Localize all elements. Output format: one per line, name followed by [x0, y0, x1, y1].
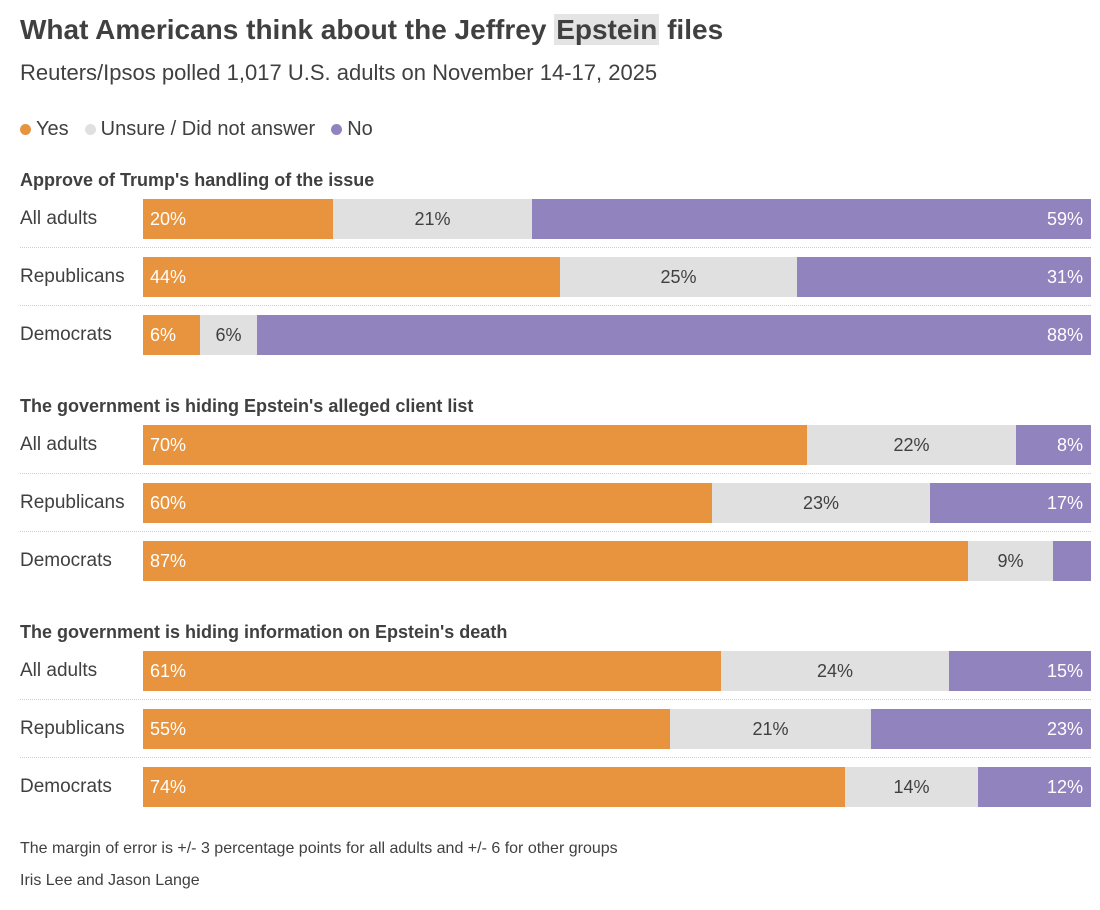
data-label: 6%	[150, 325, 177, 345]
bar-segment-yes: 61%	[143, 651, 721, 691]
bar-segment-yes: 74%	[143, 767, 845, 807]
legend: Yes Unsure / Did not answer No	[20, 118, 389, 141]
stacked-bar: 70% 22% 8%	[143, 425, 1091, 465]
legend-dot-no	[331, 124, 343, 135]
data-label: 60%	[150, 493, 187, 513]
row-label: Republicans	[20, 718, 125, 739]
group-title: Approve of Trump's handling of the issue	[20, 170, 375, 190]
bar-segment-yes: 87%	[143, 541, 968, 581]
bar-segment-yes: 70%	[143, 425, 807, 465]
stacked-bar: 55% 21% 23%	[143, 709, 1091, 749]
row-separator	[20, 473, 1091, 474]
row-label: All adults	[20, 208, 98, 229]
bar-segment-no: 12%	[978, 767, 1091, 807]
title-before: What Americans think about the Jeffrey	[20, 14, 555, 45]
title-after: files	[659, 14, 724, 45]
data-label: 22%	[893, 435, 930, 455]
data-label: 23%	[802, 493, 840, 513]
stacked-bar: 60% 23% 17%	[143, 483, 1091, 523]
data-label: 25%	[660, 267, 697, 287]
bar-segment-no: 8%	[1016, 425, 1091, 465]
bar-segment-unsure: 23%	[712, 483, 930, 523]
data-label: 21%	[752, 719, 789, 739]
row-label: Republicans	[20, 266, 125, 287]
credit: Iris Lee and Jason Lange	[20, 872, 200, 889]
data-label: 17%	[1046, 493, 1083, 513]
stacked-bar: 74% 14% 12%	[143, 767, 1091, 807]
row-separator	[20, 699, 1091, 700]
data-label: 74%	[150, 777, 187, 797]
group-title: The government is hiding information on …	[20, 622, 508, 642]
bar-segment-yes: 44%	[143, 257, 560, 297]
bar-segment-no	[1053, 541, 1091, 581]
data-label: 8%	[1056, 435, 1083, 455]
stacked-bar: 61% 24% 15%	[143, 651, 1091, 691]
bar-segment-no: 17%	[930, 483, 1091, 523]
row-label: Republicans	[20, 492, 125, 513]
legend-item-no: No	[331, 118, 373, 141]
data-label: 24%	[816, 661, 854, 681]
bar-segment-yes: 60%	[143, 483, 712, 523]
row-separator	[20, 247, 1091, 248]
row-separator	[20, 305, 1091, 306]
stacked-bar: 6% 6% 88%	[143, 315, 1091, 355]
row-label: Democrats	[20, 550, 112, 571]
data-label: 87%	[150, 551, 187, 571]
stacked-bar: 87% 9%	[143, 541, 1091, 581]
bar-segment-no: 31%	[797, 257, 1091, 297]
bar-segment-no: 15%	[949, 651, 1091, 691]
chart-subtitle: Reuters/Ipsos polled 1,017 U.S. adults o…	[20, 60, 658, 85]
stacked-bar: 44% 25% 31%	[143, 257, 1091, 297]
data-label: 14%	[893, 777, 930, 797]
data-label: 21%	[414, 209, 451, 229]
data-label: 12%	[1046, 777, 1083, 797]
bar-segment-yes: 6%	[143, 315, 200, 355]
bar-segment-yes: 55%	[143, 709, 670, 749]
bar-segment-unsure: 24%	[721, 651, 949, 691]
legend-dot-yes	[20, 124, 31, 135]
stacked-bar: 20% 21% 59%	[143, 199, 1091, 239]
legend-item-unsure: Unsure / Did not answer	[84, 118, 316, 141]
data-label: 9%	[997, 551, 1024, 571]
row-separator	[20, 757, 1091, 758]
legend-label-no: No	[347, 118, 373, 140]
legend-label-yes: Yes	[36, 118, 69, 140]
data-label: 15%	[1046, 661, 1083, 681]
bar-segment-unsure: 6%	[200, 315, 257, 355]
bar-segment-yes: 20%	[143, 199, 333, 239]
row-label: Democrats	[20, 324, 112, 345]
row-label: Democrats	[20, 776, 112, 797]
data-label: 31%	[1046, 267, 1083, 287]
bar-segment-unsure: 25%	[560, 257, 797, 297]
data-label: 6%	[215, 325, 242, 345]
data-label: 23%	[1046, 719, 1083, 739]
data-label: 55%	[150, 719, 187, 739]
data-label: 88%	[1046, 325, 1083, 345]
bar-segment-unsure: 21%	[333, 199, 532, 239]
bar-segment-unsure: 9%	[968, 541, 1053, 581]
bar-segment-unsure: 14%	[845, 767, 978, 807]
bar-segment-unsure: 21%	[670, 709, 871, 749]
bar-segment-unsure: 22%	[807, 425, 1016, 465]
bar-segment-no: 23%	[871, 709, 1091, 749]
legend-label-unsure: Unsure / Did not answer	[100, 118, 316, 140]
data-label: 20%	[150, 209, 187, 229]
group-title: The government is hiding Epstein's alleg…	[20, 396, 474, 416]
row-label: All adults	[20, 660, 98, 681]
data-label: 61%	[150, 661, 187, 681]
data-label: 70%	[150, 435, 187, 455]
legend-dot-unsure	[84, 124, 96, 135]
data-label: 59%	[1046, 209, 1083, 229]
data-label: 44%	[150, 267, 187, 287]
legend-item-yes: Yes	[20, 118, 69, 141]
chart-title: What Americans think about the Jeffrey E…	[20, 14, 723, 46]
bar-segment-no: 88%	[257, 315, 1091, 355]
bar-segment-no: 59%	[532, 199, 1091, 239]
footnote: The margin of error is +/- 3 percentage …	[20, 840, 618, 857]
title-highlight: Epstein	[554, 14, 660, 45]
row-separator	[20, 531, 1091, 532]
row-label: All adults	[20, 434, 98, 455]
